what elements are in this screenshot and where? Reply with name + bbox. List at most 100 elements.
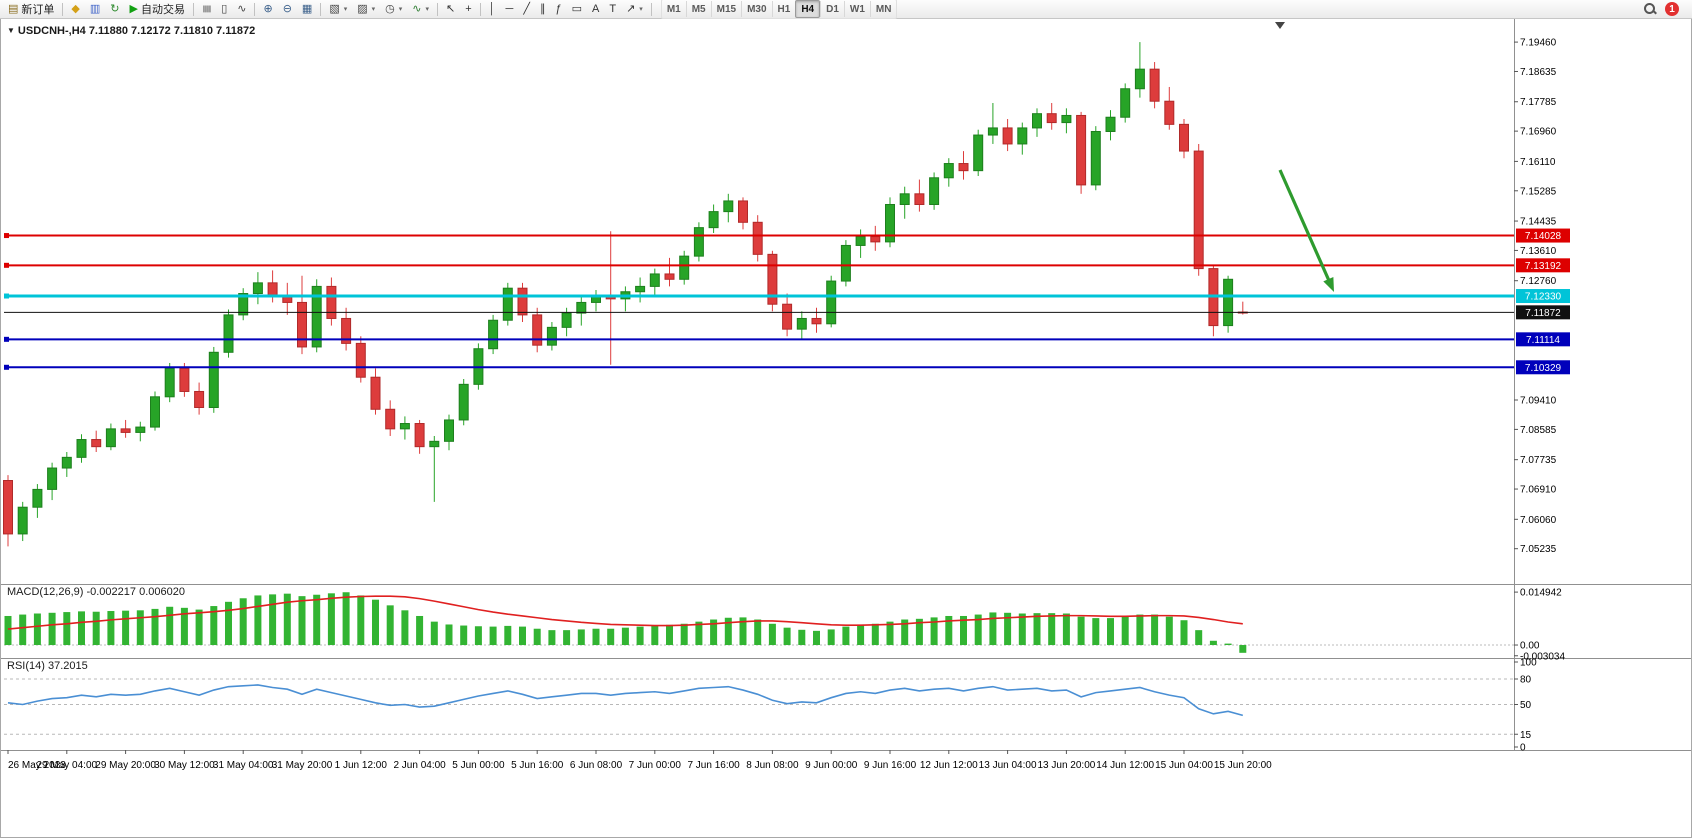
macd-histogram-bar <box>180 607 188 646</box>
refresh-button[interactable]: ↻ <box>106 0 123 18</box>
tile-windows-button[interactable]: ▦ <box>298 0 316 18</box>
axis-price-label: 7.12330 <box>1516 289 1570 304</box>
svg-text:29 May 04:00: 29 May 04:00 <box>36 760 97 771</box>
macd-histogram-bar <box>1121 616 1129 646</box>
search-icon[interactable] <box>1643 2 1657 16</box>
svg-text:7.07735: 7.07735 <box>1520 455 1557 466</box>
macd-histogram-bar <box>474 626 482 646</box>
macd-histogram-bar <box>1136 614 1144 646</box>
text-button[interactable]: A <box>588 0 603 18</box>
fibonacci-icon: ƒ <box>555 3 562 15</box>
vertical-line-icon: │ <box>488 3 496 15</box>
svg-text:2 Jun 04:00: 2 Jun 04:00 <box>393 760 446 771</box>
candles-chart-mode-button[interactable]: ▯ <box>217 0 231 18</box>
macd-histogram-bar <box>886 621 894 646</box>
horizontal-line-button[interactable]: ─ <box>502 0 518 18</box>
hline-handle[interactable] <box>4 364 9 370</box>
macd-histogram-bar <box>1239 645 1247 653</box>
timeframe-m15-button[interactable]: M15 <box>710 1 741 17</box>
macd-histogram-bar <box>254 595 262 646</box>
hline-handle[interactable] <box>4 293 9 299</box>
macd-histogram-bar <box>1033 613 1041 646</box>
timeframe-m30-button[interactable]: M30 <box>741 1 771 17</box>
svg-text:7.18635: 7.18635 <box>1520 67 1557 78</box>
macd-histogram-bar <box>92 611 100 646</box>
new-chart-button[interactable]: ▧ ▾ <box>325 0 351 18</box>
timeframe-d1-button[interactable]: D1 <box>820 1 844 17</box>
trend-arrow-annotation[interactable] <box>1278 169 1334 292</box>
macd-histogram-bar <box>460 625 468 646</box>
profiles-button[interactable]: ▨ ▾ <box>353 0 379 18</box>
line-chart-mode-button[interactable]: ∿ <box>233 0 250 18</box>
macd-histogram-bar <box>4 615 12 646</box>
macd-histogram-bar <box>945 615 953 646</box>
macd-histogram-bar <box>504 625 512 646</box>
svg-text:31 May 20:00: 31 May 20:00 <box>272 760 333 771</box>
timeframe-m1-button[interactable]: M1 <box>666 3 681 15</box>
cursor-button[interactable]: ↖ <box>442 0 459 18</box>
crosshair-button[interactable]: + <box>461 0 475 18</box>
svg-text:15 Jun 20:00: 15 Jun 20:00 <box>1214 760 1272 771</box>
macd-signal-line <box>7 595 1243 630</box>
search-handle-icon <box>1652 9 1657 15</box>
arrow-objects-icon: ↗ <box>626 3 636 15</box>
vertical-line-button[interactable]: │ <box>485 0 500 18</box>
fibonacci-button[interactable]: ƒ <box>551 0 565 18</box>
macd-histogram-bar <box>857 624 865 646</box>
notification-badge[interactable]: 1 <box>1665 2 1679 16</box>
rsi-pane <box>4 678 1514 735</box>
hline-handle[interactable] <box>4 233 9 239</box>
periods-button[interactable]: ◷ ▾ <box>381 0 406 18</box>
timeframe-w1-button[interactable]: W1 <box>843 1 870 17</box>
timeframe-m5-button[interactable]: M5 <box>685 1 711 17</box>
macd-histogram-bar <box>195 609 203 646</box>
svg-text:0: 0 <box>1520 743 1526 754</box>
channel-button[interactable]: ∥ <box>536 0 550 18</box>
macd-histogram-bar <box>724 617 732 646</box>
chevron-down-icon: ▾ <box>639 6 643 13</box>
autotrade-button[interactable]: ▶ 自动交易 <box>126 0 189 18</box>
toolbar-separator <box>192 2 194 16</box>
chevron-down-icon: ▾ <box>398 6 403 13</box>
macd-histogram-bar <box>1151 614 1159 646</box>
pane-separators <box>0 19 1692 751</box>
macd-histogram-bar <box>1224 643 1232 646</box>
indicators-button[interactable]: ∿ ▾ <box>408 0 433 18</box>
hline-handle[interactable] <box>4 262 9 268</box>
svg-text:7.14028: 7.14028 <box>1525 231 1562 242</box>
macd-histogram-bar <box>327 593 335 646</box>
new-chart-icon: ▧ <box>329 3 340 15</box>
macd-histogram-bar <box>1107 618 1114 646</box>
new-order-button[interactable]: ▤ 新订单 <box>4 0 58 18</box>
quotes-button[interactable]: ◆ <box>67 0 83 18</box>
timeframe-mn-button[interactable]: MN <box>869 1 897 17</box>
symbol-dropdown-icon[interactable]: ▼ <box>7 26 15 35</box>
svg-text:7.06910: 7.06910 <box>1520 485 1557 496</box>
shapes-button[interactable]: ▭ <box>568 0 586 18</box>
timeframe-h1-button[interactable]: H1 <box>771 1 796 17</box>
text-label-button[interactable]: T <box>605 0 620 18</box>
toolbar-separator <box>437 2 439 16</box>
zoom-in-button[interactable]: ⊕ <box>259 0 276 18</box>
timeframe-h4-button[interactable]: H4 <box>795 0 821 18</box>
order-ticket-icon: ▤ <box>8 3 19 15</box>
svg-text:26 May 2023: 26 May 2023 <box>8 760 66 771</box>
arrows-button[interactable]: ↗ ▾ <box>622 0 647 18</box>
news-button[interactable]: ▥ <box>86 0 104 18</box>
svg-text:6 Jun 08:00: 6 Jun 08:00 <box>570 760 623 771</box>
macd-histogram-bar <box>651 625 659 646</box>
macd-histogram-bar <box>166 606 174 646</box>
hline-handle[interactable] <box>4 336 9 342</box>
svg-text:7.11872: 7.11872 <box>1525 308 1561 319</box>
macd-histogram-bar <box>1165 616 1173 646</box>
bars-chart-mode-button[interactable]: ≣ <box>198 0 215 18</box>
horizontal-lines-layer <box>4 233 1514 370</box>
svg-text:7.14435: 7.14435 <box>1520 217 1557 228</box>
zoom-out-button[interactable]: ⊖ <box>279 0 296 18</box>
trendline-button[interactable]: ╱ <box>519 0 534 18</box>
chevron-down-icon: ▾ <box>425 6 430 13</box>
chart-shift-marker-icon[interactable] <box>1275 22 1285 29</box>
macd-histogram-bar <box>107 611 115 646</box>
svg-text:15 Jun 04:00: 15 Jun 04:00 <box>1155 760 1213 771</box>
